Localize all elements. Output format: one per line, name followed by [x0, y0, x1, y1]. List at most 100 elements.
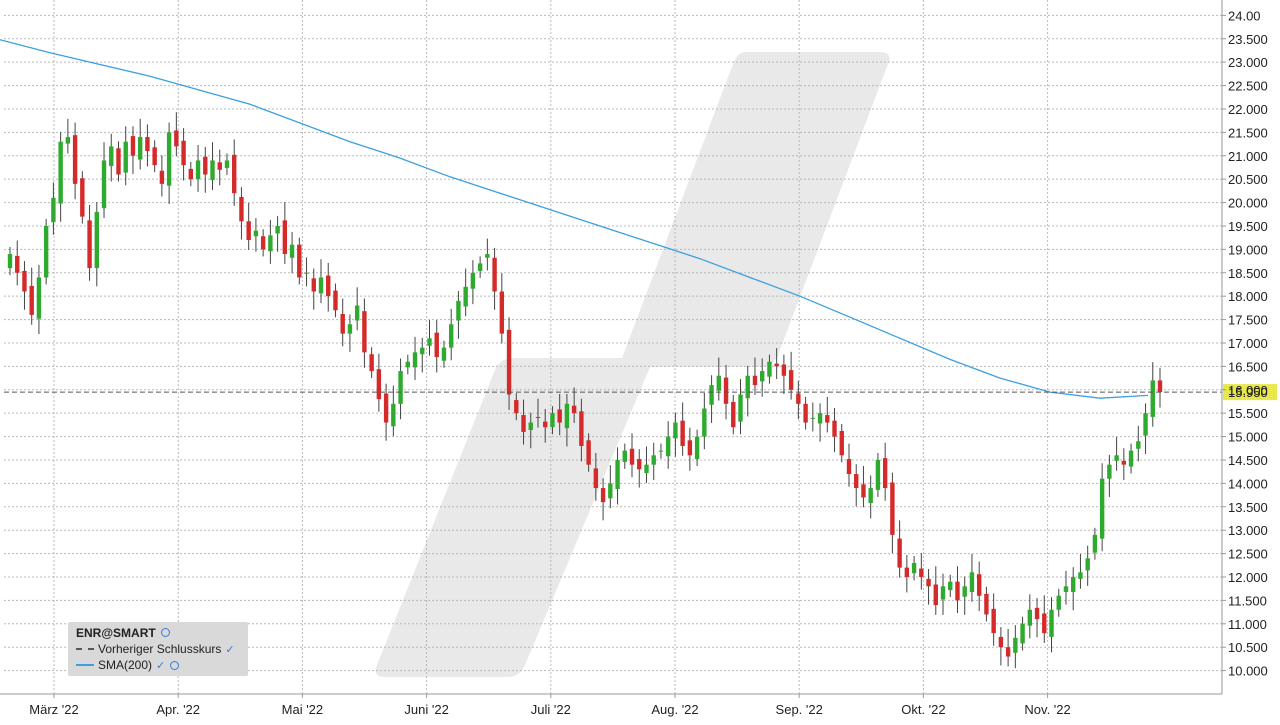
legend-item-sma[interactable]: SMA(200) ✓	[76, 658, 180, 672]
candle	[1157, 367, 1163, 408]
candle-body	[7, 254, 13, 269]
y-tick-label: 11.000	[1228, 617, 1267, 632]
check-icon[interactable]: ✓	[156, 659, 166, 672]
x-tick-label: Apr. '22	[156, 702, 200, 717]
candle-body	[637, 459, 642, 470]
candle-body	[1049, 609, 1054, 637]
candle	[608, 465, 613, 509]
candle	[745, 365, 750, 417]
candle-body	[1078, 572, 1083, 579]
candle	[622, 443, 627, 469]
y-tick-label: 18.500	[1228, 266, 1268, 281]
candle	[1121, 448, 1127, 481]
candle-body	[1034, 607, 1040, 620]
candle	[1107, 454, 1112, 497]
candle	[398, 358, 403, 420]
candle	[629, 433, 635, 478]
y-tick-label: 22.000	[1228, 102, 1268, 117]
candle	[109, 133, 114, 182]
candle-body	[326, 275, 331, 297]
candle-body	[434, 332, 439, 358]
y-tick-label: 17.000	[1228, 336, 1268, 351]
candle	[673, 412, 678, 457]
candle-body	[709, 385, 714, 405]
y-tick-label: 15.000	[1228, 430, 1268, 445]
candle	[492, 247, 497, 310]
eye-icon[interactable]	[160, 628, 170, 637]
candle	[116, 141, 121, 182]
candle	[637, 449, 642, 488]
candle	[810, 402, 816, 432]
candle-body	[543, 421, 548, 428]
candle	[875, 452, 881, 497]
candle-body	[991, 608, 996, 634]
candle	[752, 357, 758, 395]
candle-body	[882, 458, 888, 489]
candle	[166, 122, 172, 204]
candle-body	[890, 482, 895, 535]
candle-body	[383, 393, 389, 423]
candle	[702, 393, 707, 450]
y-tick-label: 21.500	[1228, 125, 1268, 140]
candle-body	[376, 369, 382, 400]
candle	[781, 354, 787, 394]
candle	[94, 202, 99, 287]
candle-body	[101, 160, 107, 209]
candle-body	[477, 263, 483, 271]
candle	[333, 283, 338, 318]
candle-body	[1107, 464, 1112, 479]
candle	[962, 576, 967, 615]
candle-body	[333, 290, 338, 311]
legend-item-previous-close[interactable]: Vorheriger Schlusskurs ✓	[76, 642, 235, 656]
candle	[354, 287, 360, 331]
candle-body	[897, 538, 902, 568]
candle-body	[731, 401, 736, 428]
candle-body	[87, 220, 92, 269]
candle	[260, 229, 266, 257]
candle-body	[29, 285, 34, 315]
candle	[1020, 616, 1025, 651]
y-tick-label: 15.500	[1228, 406, 1268, 421]
candle	[615, 447, 620, 505]
candle	[268, 219, 273, 264]
legend-label-sma: SMA(200)	[98, 658, 153, 672]
candle-body	[1121, 460, 1127, 465]
candle-body	[109, 146, 114, 167]
candle	[680, 402, 685, 456]
x-tick-label: Nov. '22	[1024, 702, 1070, 717]
candle	[543, 408, 548, 443]
candle	[528, 412, 533, 449]
candle-body	[275, 225, 280, 234]
candle	[557, 393, 562, 436]
candle	[441, 340, 447, 368]
check-icon[interactable]: ✓	[225, 643, 235, 656]
candle	[485, 238, 490, 271]
candle-body	[485, 254, 490, 258]
candle-body	[976, 574, 982, 596]
candle	[15, 240, 20, 286]
candle	[405, 354, 410, 375]
candle-body	[188, 168, 194, 180]
candle	[195, 145, 201, 192]
candle	[882, 442, 888, 501]
candle	[760, 358, 765, 397]
candle-body	[600, 488, 606, 503]
candle-body	[94, 211, 99, 269]
candle-body	[282, 220, 288, 255]
candle-body	[846, 459, 852, 475]
candle-body	[550, 413, 555, 428]
candle	[904, 554, 910, 593]
y-tick-label: 19.500	[1228, 219, 1268, 234]
candle-body	[752, 375, 758, 386]
candle	[1056, 588, 1061, 617]
candle-body	[1063, 586, 1069, 592]
candle-body	[15, 255, 20, 273]
candle-body	[825, 415, 830, 423]
candle-body	[51, 197, 56, 223]
candle-body	[210, 160, 215, 181]
candle	[890, 472, 895, 554]
eye-icon[interactable]	[170, 660, 180, 670]
candle	[253, 218, 259, 252]
candle	[470, 260, 476, 305]
candle-body	[369, 354, 374, 372]
